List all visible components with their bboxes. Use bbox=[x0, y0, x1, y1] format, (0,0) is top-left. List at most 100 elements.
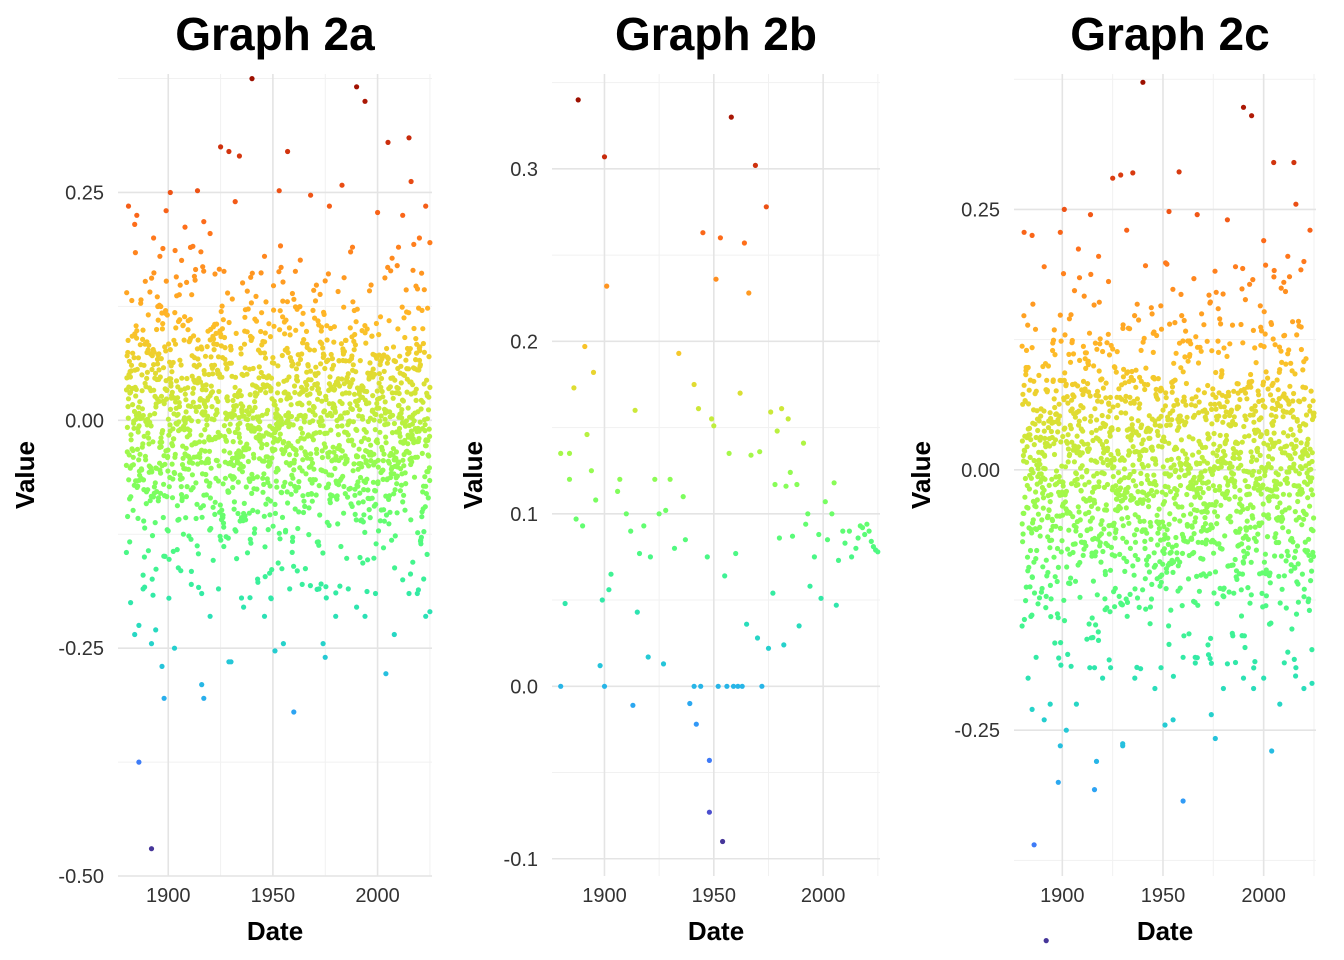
data-point bbox=[262, 355, 269, 361]
data-point bbox=[1119, 602, 1125, 608]
data-point bbox=[706, 757, 713, 764]
data-point bbox=[413, 336, 419, 342]
data-point bbox=[816, 531, 822, 538]
data-point bbox=[160, 321, 166, 327]
data-point bbox=[394, 263, 400, 269]
data-point bbox=[1280, 414, 1286, 420]
data-point bbox=[1248, 449, 1254, 455]
data-point bbox=[1041, 408, 1047, 414]
data-point bbox=[1168, 607, 1174, 613]
data-point bbox=[175, 395, 181, 401]
data-point bbox=[228, 360, 234, 366]
data-point bbox=[1226, 589, 1232, 595]
data-point bbox=[315, 318, 321, 324]
data-point bbox=[218, 308, 224, 315]
data-point bbox=[1271, 418, 1277, 424]
data-point bbox=[1260, 482, 1266, 488]
data-point bbox=[125, 396, 132, 402]
data-point bbox=[346, 390, 352, 396]
y-axis-label: Value bbox=[458, 441, 488, 509]
data-point bbox=[1024, 459, 1030, 465]
x-tick-label: 1950 bbox=[251, 885, 296, 907]
data-point bbox=[362, 613, 368, 619]
data-point bbox=[393, 455, 399, 461]
data-point bbox=[1068, 663, 1074, 669]
data-point bbox=[365, 557, 371, 563]
data-point bbox=[1086, 389, 1092, 395]
data-point bbox=[1168, 549, 1174, 555]
data-point bbox=[256, 375, 262, 381]
data-point bbox=[322, 444, 328, 450]
data-point bbox=[1261, 309, 1267, 315]
data-point bbox=[239, 409, 245, 415]
data-point bbox=[292, 483, 298, 489]
data-point bbox=[1062, 464, 1069, 470]
data-point bbox=[1057, 312, 1063, 318]
data-point bbox=[377, 518, 383, 524]
data-point bbox=[1062, 425, 1068, 431]
data-point bbox=[1306, 536, 1312, 542]
data-point bbox=[319, 341, 325, 347]
data-point bbox=[218, 144, 224, 150]
data-point bbox=[1181, 398, 1187, 404]
data-point bbox=[1152, 418, 1158, 424]
data-point bbox=[427, 433, 433, 439]
x-axis-label: Date bbox=[688, 916, 744, 946]
data-point bbox=[1222, 452, 1228, 458]
data-point bbox=[1171, 462, 1177, 468]
data-point bbox=[380, 467, 386, 473]
data-point bbox=[1237, 396, 1243, 403]
data-point bbox=[402, 423, 409, 429]
data-point bbox=[150, 592, 156, 598]
data-point bbox=[178, 484, 184, 490]
data-point bbox=[1237, 526, 1243, 532]
data-point bbox=[1288, 426, 1294, 432]
data-point bbox=[402, 334, 408, 341]
data-point bbox=[1224, 488, 1231, 494]
data-point bbox=[1100, 385, 1106, 391]
data-point bbox=[311, 347, 317, 353]
data-point bbox=[1264, 430, 1270, 437]
data-point bbox=[849, 554, 855, 560]
data-point bbox=[215, 586, 222, 592]
data-point bbox=[173, 325, 179, 331]
data-point bbox=[1148, 536, 1154, 543]
data-point bbox=[1177, 585, 1183, 591]
data-point bbox=[1074, 433, 1080, 439]
data-point bbox=[1025, 505, 1031, 511]
data-point bbox=[151, 362, 157, 368]
data-point bbox=[355, 479, 361, 485]
data-point bbox=[302, 413, 308, 419]
data-point bbox=[1195, 602, 1201, 608]
data-point bbox=[1177, 413, 1183, 419]
data-point bbox=[1295, 498, 1301, 505]
data-point bbox=[1116, 386, 1122, 392]
data-point bbox=[215, 478, 221, 484]
data-point bbox=[307, 347, 313, 353]
data-point bbox=[189, 472, 195, 478]
data-point bbox=[1168, 456, 1174, 462]
data-point bbox=[1215, 306, 1221, 312]
data-point bbox=[314, 381, 320, 387]
data-point bbox=[1066, 351, 1072, 357]
data-point bbox=[309, 385, 315, 391]
data-point bbox=[1259, 520, 1265, 526]
data-point bbox=[1127, 326, 1133, 332]
data-point bbox=[208, 354, 214, 360]
data-point bbox=[267, 460, 273, 466]
data-point bbox=[1038, 413, 1044, 419]
data-point bbox=[1260, 501, 1266, 507]
data-point bbox=[1053, 523, 1059, 529]
data-point bbox=[387, 509, 393, 515]
data-point bbox=[271, 360, 277, 366]
grid bbox=[118, 74, 432, 877]
data-point bbox=[1206, 435, 1212, 441]
data-point bbox=[1086, 479, 1092, 485]
data-point bbox=[1180, 369, 1186, 375]
data-point bbox=[145, 487, 151, 493]
data-point bbox=[303, 451, 309, 457]
data-point bbox=[1082, 386, 1088, 392]
data-point bbox=[1056, 655, 1062, 661]
data-point bbox=[1208, 401, 1214, 407]
data-point bbox=[250, 507, 256, 513]
